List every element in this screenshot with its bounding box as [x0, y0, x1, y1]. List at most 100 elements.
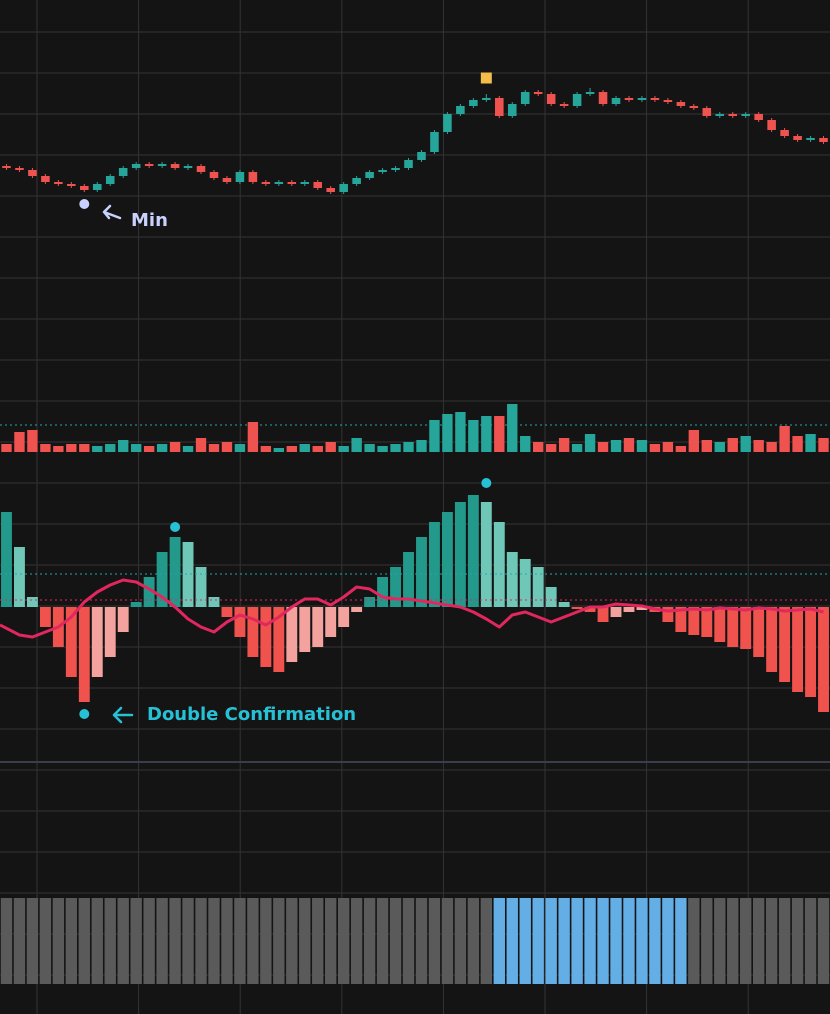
- regime-cell: [337, 898, 350, 984]
- regime-cell: [584, 898, 596, 984]
- regime-cell: [104, 898, 116, 984]
- regime-cell: [65, 898, 78, 984]
- volume-bar: [247, 422, 259, 452]
- candle-body: [585, 92, 595, 94]
- histogram-bar: [143, 577, 155, 607]
- regime-cell: [804, 898, 817, 984]
- histogram-bar: [78, 607, 90, 702]
- candle-body: [741, 114, 750, 116]
- volume-bar: [455, 412, 466, 452]
- volume-bar: [636, 440, 648, 452]
- volume-bar: [105, 444, 116, 452]
- histogram-bar: [584, 607, 596, 612]
- volume-bar: [688, 430, 700, 452]
- histogram-bar: [623, 607, 635, 612]
- volume-bar: [195, 438, 207, 452]
- volume-bar: [675, 446, 687, 452]
- candle-body: [248, 172, 258, 182]
- regime-cell: [519, 898, 531, 984]
- candle-body: [352, 178, 361, 184]
- regime-cell: [688, 898, 700, 984]
- regime-cell: [480, 898, 493, 984]
- signal-marker: [79, 709, 90, 719]
- volume-bar: [429, 420, 440, 452]
- regime-cell: [299, 898, 311, 984]
- regime-cell: [39, 898, 52, 984]
- volume-bar: [727, 438, 738, 452]
- regime-cell: [558, 898, 570, 984]
- candle-body: [183, 166, 193, 168]
- regime-cell: [78, 898, 90, 984]
- histogram-bar: [792, 607, 804, 692]
- histogram-bar: [273, 607, 285, 672]
- regime-cell: [506, 898, 518, 984]
- candle-body: [780, 130, 789, 136]
- candle-body: [274, 182, 284, 184]
- regime-cell: [26, 898, 39, 984]
- candle-body: [54, 182, 63, 184]
- volume-bar: [766, 442, 777, 452]
- histogram-bar: [766, 607, 778, 672]
- candle-body: [378, 170, 387, 172]
- regime-cell: [415, 898, 428, 984]
- regime-cell: [675, 898, 687, 984]
- candle-body: [105, 176, 115, 184]
- regime-cell: [493, 898, 505, 984]
- candle-body: [702, 108, 712, 116]
- histogram-bar: [195, 567, 207, 607]
- volume-bar: [805, 434, 816, 452]
- candle-body: [495, 98, 504, 116]
- regime-cell: [91, 898, 103, 984]
- candle-body: [754, 114, 763, 120]
- histogram-bar: [377, 577, 389, 607]
- peak-marker: [480, 72, 492, 84]
- histogram-bar: [338, 607, 350, 627]
- candle-body: [507, 104, 517, 116]
- regime-cell: [312, 898, 324, 984]
- candle-body: [131, 164, 141, 168]
- volume-bar: [442, 414, 453, 452]
- regime-cell: [169, 898, 181, 984]
- candle-body: [456, 106, 465, 114]
- regime-cell: [817, 898, 830, 984]
- candle-body: [546, 94, 556, 104]
- volume-bar: [377, 446, 388, 452]
- volume-bar: [1, 444, 12, 452]
- regime-cell: [752, 898, 765, 984]
- volume-bar: [338, 446, 349, 452]
- histogram-bar: [221, 607, 233, 617]
- confirmation-label: Double Confirmation: [147, 704, 356, 725]
- histogram-bar: [493, 522, 505, 607]
- candle-body: [157, 164, 167, 166]
- regime-cell: [0, 898, 13, 984]
- regime-cell: [545, 898, 557, 984]
- volume-bar: [792, 436, 803, 452]
- regime-cell: [778, 898, 791, 984]
- histogram-bar: [117, 607, 129, 632]
- histogram-bar: [818, 607, 829, 712]
- regime-cell: [234, 898, 246, 984]
- histogram-bar: [14, 547, 25, 607]
- regime-cell: [402, 898, 415, 984]
- volume-bar: [351, 438, 362, 452]
- histogram-bar: [571, 607, 583, 609]
- regime-cell: [649, 898, 661, 984]
- histogram-bar: [286, 607, 298, 662]
- regime-cell: [52, 898, 65, 984]
- candle-body: [404, 160, 413, 168]
- regime-cell: [428, 898, 441, 984]
- candle-body: [611, 98, 621, 104]
- candle-body: [637, 98, 647, 100]
- regime-cell: [325, 898, 337, 984]
- histogram-bar: [429, 522, 440, 607]
- regime-cell: [701, 898, 713, 984]
- volume-bar: [623, 438, 635, 452]
- regime-cell: [662, 898, 674, 984]
- volume-bar: [571, 444, 583, 452]
- candle-body: [41, 176, 50, 182]
- regime-cell: [247, 898, 259, 984]
- regime-cell: [714, 898, 726, 984]
- regime-cell: [571, 898, 583, 984]
- histogram-bar: [454, 502, 466, 607]
